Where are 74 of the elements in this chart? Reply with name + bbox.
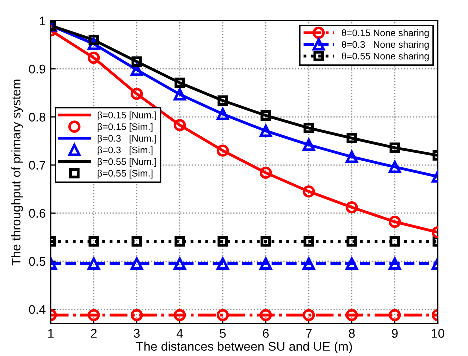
point xyxy=(174,236,186,247)
y-tick-label: 0.9 xyxy=(29,64,46,74)
point xyxy=(88,35,100,46)
legend-label: β=0.15 [Sim.] xyxy=(98,123,153,132)
x-tick-label: 8 xyxy=(349,329,355,338)
point xyxy=(346,258,358,270)
point xyxy=(390,142,400,154)
point xyxy=(260,125,272,138)
point xyxy=(260,309,272,322)
point xyxy=(174,309,186,322)
point xyxy=(390,236,400,247)
y-tick-label: 0.4 xyxy=(29,305,46,314)
legend-label: β=0.3 [Num.] xyxy=(98,134,156,144)
point xyxy=(260,110,272,121)
y-tick-label: 1 xyxy=(40,16,46,26)
x-tick-label: 9 xyxy=(392,329,398,338)
x-tick-label: 3 xyxy=(134,329,140,338)
point xyxy=(304,123,314,134)
point xyxy=(302,186,316,198)
point xyxy=(174,88,186,101)
point xyxy=(88,309,100,322)
y-tick-label: 0.6 xyxy=(29,209,46,218)
point xyxy=(302,138,316,152)
point xyxy=(216,144,230,157)
point xyxy=(388,309,402,322)
point xyxy=(260,258,272,270)
point xyxy=(88,236,100,247)
point xyxy=(302,309,316,322)
point xyxy=(346,201,358,214)
point xyxy=(302,258,316,270)
point xyxy=(388,258,402,270)
x-tick-label: 4 xyxy=(176,329,184,338)
x-tick-label: 7 xyxy=(306,329,312,338)
legend-label: θ=0.55 None sharing xyxy=(342,52,429,62)
point xyxy=(130,309,144,322)
legend-label: θ=0.3 None sharing xyxy=(342,41,429,50)
point xyxy=(218,96,228,106)
y-tick-label: 0.8 xyxy=(29,112,46,122)
point xyxy=(132,56,142,68)
point xyxy=(174,119,186,132)
point xyxy=(130,258,144,270)
point xyxy=(346,133,358,144)
x-tick-label: 6 xyxy=(263,329,269,338)
point xyxy=(218,236,228,247)
point xyxy=(174,258,186,270)
legend-label: β=0.3 [Sim.] xyxy=(98,146,153,156)
point xyxy=(260,236,272,247)
legend-label: θ=0.15 None sharing xyxy=(342,30,429,38)
x-tick-label: 2 xyxy=(91,329,97,338)
y-tick-label: 0.7 xyxy=(29,161,46,170)
legend-label: β=0.55 [Num.] xyxy=(98,158,156,168)
point xyxy=(216,258,230,270)
point xyxy=(174,78,186,88)
point xyxy=(216,309,230,322)
point xyxy=(304,236,314,247)
point xyxy=(346,309,358,322)
point xyxy=(88,258,100,270)
legend-label: β=0.15 [Num.] xyxy=(98,112,156,121)
x-tick-label: 1 xyxy=(48,329,54,338)
x-tick-label: 5 xyxy=(220,329,226,338)
point xyxy=(388,161,402,174)
x-axis-title: The distances between SU and UE (m) xyxy=(136,342,352,354)
point xyxy=(216,108,230,120)
point xyxy=(388,216,402,228)
point xyxy=(132,236,142,247)
point xyxy=(260,166,272,180)
point xyxy=(346,150,358,164)
point xyxy=(130,88,144,100)
point xyxy=(88,52,100,64)
y-tick-label: 0.5 xyxy=(29,257,46,266)
point xyxy=(346,236,358,247)
legend-label: β=0.55 [Sim.] xyxy=(98,170,153,179)
y-axis-title: The throughput of primary system xyxy=(12,80,24,266)
x-tick-label: 10 xyxy=(432,329,445,338)
